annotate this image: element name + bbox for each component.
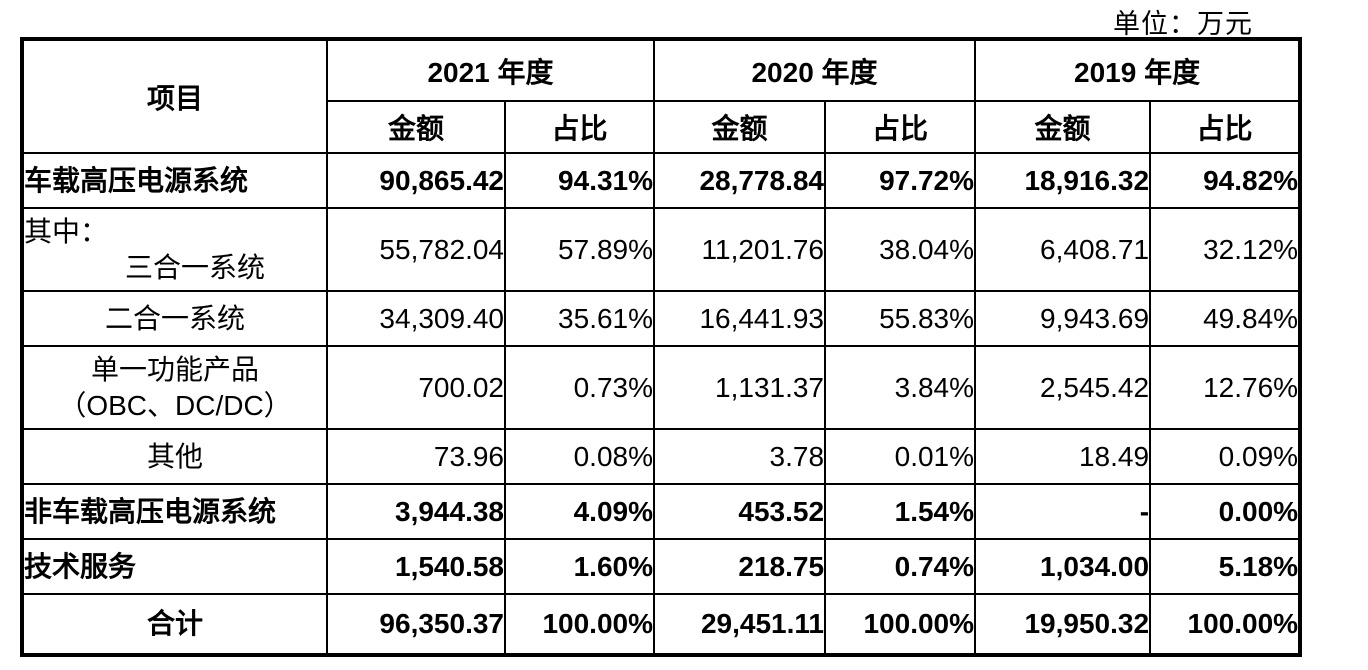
- header-row-subcolumns: 金额 占比 金额 占比 金额 占比: [22, 100, 1302, 154]
- col-header-ratio-2020: 占比: [824, 100, 977, 154]
- ratio-cell: 35.61%: [503, 290, 656, 347]
- amount-cell: 90,865.42: [326, 152, 506, 209]
- ratio-cell: 57.89%: [503, 207, 656, 292]
- ratio-cell: 0.74%: [824, 538, 977, 595]
- amount-cell: 55,782.04: [326, 207, 506, 292]
- col-header-ratio-2019: 占比: [1149, 100, 1302, 154]
- amount-cell: 28,778.84: [653, 152, 827, 209]
- ratio-cell: 49.84%: [1149, 290, 1302, 347]
- ratio-cell: 0.08%: [503, 428, 656, 485]
- unit-label: 单位：万元: [1113, 9, 1253, 39]
- ratio-cell: 5.18%: [1149, 538, 1302, 595]
- amount-cell: 11,201.76: [653, 207, 827, 292]
- ratio-cell: 94.82%: [1149, 152, 1302, 209]
- col-header-year-2020: 2020 年度: [653, 38, 977, 102]
- col-header-ratio-2021: 占比: [503, 100, 656, 154]
- amount-cell: 3.78: [653, 428, 827, 485]
- amount-cell: 96,350.37: [326, 593, 506, 656]
- row-label: 合计: [21, 593, 328, 656]
- ratio-cell: 100.00%: [1149, 593, 1302, 656]
- amount-cell: 16,441.93: [653, 290, 827, 347]
- row-label-line2: （OBC、DC/DC）: [58, 389, 292, 421]
- amount-cell: 700.02: [326, 345, 506, 430]
- ratio-cell: 38.04%: [824, 207, 977, 292]
- ratio-cell: 100.00%: [503, 593, 656, 656]
- row-label: 二合一系统: [21, 290, 328, 347]
- row-label-line1: 单一功能产品: [90, 353, 259, 385]
- amount-cell: 73.96: [326, 428, 506, 485]
- amount-cell: 1,034.00: [974, 538, 1152, 595]
- row-label: 其他: [21, 428, 328, 485]
- ratio-cell: 97.72%: [824, 152, 977, 209]
- ratio-cell: 0.09%: [1149, 428, 1302, 485]
- amount-cell: 2,545.42: [974, 345, 1152, 430]
- ratio-cell: 4.09%: [503, 483, 656, 540]
- amount-cell: 218.75: [653, 538, 827, 595]
- table-row-technical-services: 技术服务 1,540.58 1.60% 218.75 0.74% 1,034.0…: [21, 538, 1302, 595]
- ratio-cell: 0.73%: [503, 345, 656, 430]
- amount-cell: 453.52: [653, 483, 827, 540]
- row-label: 单一功能产品 （OBC、DC/DC）: [21, 345, 328, 430]
- amount-cell: -: [974, 483, 1152, 540]
- col-header-item: 项目: [21, 38, 328, 154]
- revenue-breakdown-table: 项目 2021 年度 2020 年度 2019 年度 金额 占比 金额 占比 金…: [20, 37, 1303, 657]
- amount-cell: 6,408.71: [974, 207, 1152, 292]
- ratio-cell: 55.83%: [824, 290, 977, 347]
- table-row-three-in-one: 其中： 三合一系统 55,782.04 57.89% 11,201.76 38.…: [21, 207, 1302, 292]
- ratio-cell: 12.76%: [1149, 345, 1302, 430]
- table-row-single-function-products: 单一功能产品 （OBC、DC/DC） 700.02 0.73% 1,131.37…: [21, 345, 1302, 430]
- table-row-vehicle-hv-system: 车载高压电源系统 90,865.42 94.31% 28,778.84 97.7…: [21, 152, 1302, 209]
- amount-cell: 19,950.32: [974, 593, 1152, 656]
- amount-cell: 18.49: [974, 428, 1152, 485]
- col-header-year-2019: 2019 年度: [974, 38, 1302, 102]
- header-row-years: 项目 2021 年度 2020 年度 2019 年度: [21, 38, 1302, 154]
- amount-cell: 29,451.11: [653, 593, 827, 656]
- amount-cell: 3,944.38: [326, 483, 506, 540]
- table-row-others: 其他 73.96 0.08% 3.78 0.01% 18.49 0.09%: [21, 428, 1302, 485]
- row-label: 其中： 三合一系统: [21, 207, 328, 292]
- col-header-amount-2019: 金额: [974, 100, 1152, 154]
- amount-cell: 9,943.69: [974, 290, 1152, 347]
- amount-cell: 18,916.32: [974, 152, 1152, 209]
- col-header-amount-2020: 金额: [653, 100, 827, 154]
- ratio-cell: 3.84%: [824, 345, 977, 430]
- table-row-total: 合计 96,350.37 100.00% 29,451.11 100.00% 1…: [21, 593, 1302, 656]
- ratio-cell: 0.00%: [1149, 483, 1302, 540]
- row-label: 非车载高压电源系统: [21, 483, 328, 540]
- table-row-non-vehicle-hv-system: 非车载高压电源系统 3,944.38 4.09% 453.52 1.54% - …: [21, 483, 1302, 540]
- amount-cell: 1,540.58: [326, 538, 506, 595]
- row-label-text: 三合一系统: [124, 251, 265, 283]
- col-header-amount-2021: 金额: [326, 100, 506, 154]
- ratio-cell: 100.00%: [824, 593, 977, 656]
- ratio-cell: 1.54%: [824, 483, 977, 540]
- amount-cell: 34,309.40: [326, 290, 506, 347]
- ratio-cell: 94.31%: [503, 152, 656, 209]
- ratio-cell: 1.60%: [503, 538, 656, 595]
- row-label: 技术服务: [21, 538, 328, 595]
- row-label: 车载高压电源系统: [21, 152, 328, 209]
- table-row-two-in-one: 二合一系统 34,309.40 35.61% 16,441.93 55.83% …: [21, 290, 1302, 347]
- col-header-year-2021: 2021 年度: [325, 38, 656, 102]
- amount-cell: 1,131.37: [653, 345, 827, 430]
- ratio-cell: 32.12%: [1149, 207, 1302, 292]
- ratio-cell: 0.01%: [824, 428, 977, 485]
- row-label-prefix: 其中：: [24, 215, 109, 247]
